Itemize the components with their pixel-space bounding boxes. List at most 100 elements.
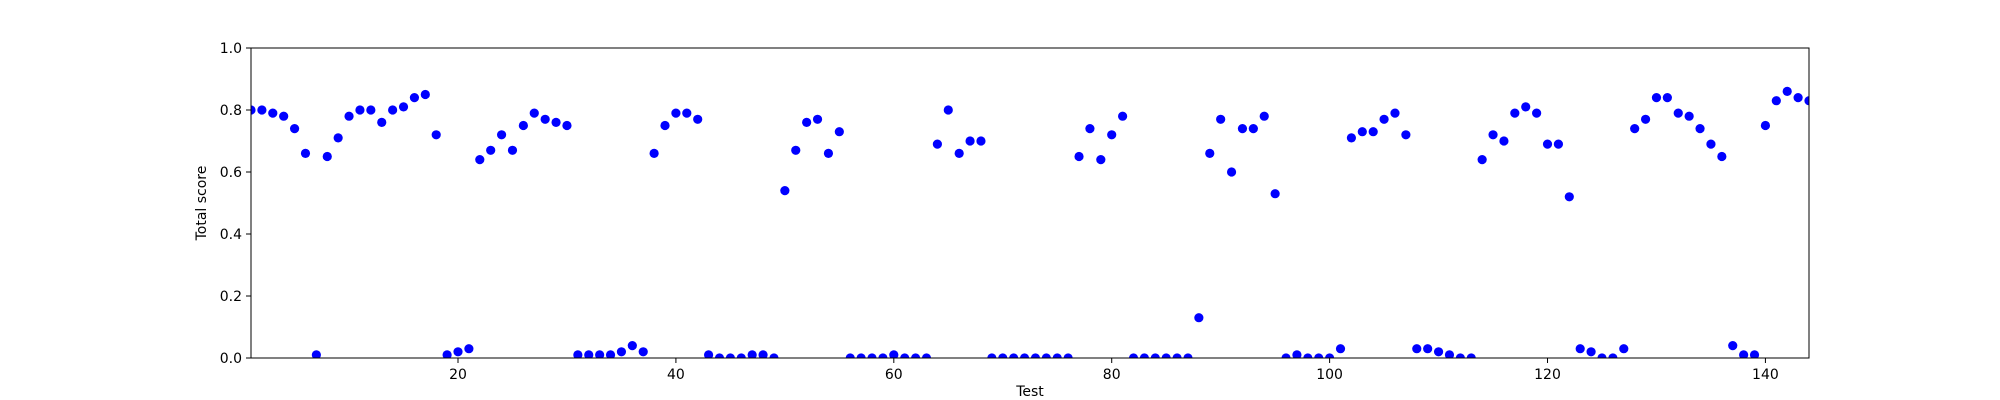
data-point [1030, 353, 1041, 358]
data-point [1717, 151, 1727, 162]
data-point [856, 353, 866, 358]
data-point [911, 353, 921, 358]
data-point [1521, 102, 1531, 112]
data-point [1226, 167, 1237, 177]
data-point [1466, 353, 1476, 358]
data-point [551, 117, 561, 127]
data-point [1488, 130, 1498, 140]
data-point [1401, 130, 1411, 140]
data-point [714, 353, 725, 358]
data-point [1455, 353, 1465, 358]
data-point [660, 120, 670, 131]
data-point [1695, 124, 1705, 134]
data-point [475, 155, 485, 165]
data-point [1107, 130, 1117, 140]
data-point [1248, 124, 1258, 134]
data-point [1619, 344, 1629, 354]
data-point [1259, 111, 1269, 121]
data-point [1292, 350, 1302, 358]
data-point [322, 151, 332, 162]
data-point [311, 350, 321, 358]
data-point [1640, 114, 1651, 124]
data-point [1728, 341, 1738, 351]
data-point [1433, 347, 1444, 357]
data-point [1586, 347, 1596, 357]
data-point [769, 353, 779, 358]
data-point [507, 145, 518, 155]
data-point [1237, 124, 1248, 134]
data-point [878, 353, 888, 358]
data-point [736, 353, 746, 358]
data-point [1009, 353, 1019, 358]
data-point [1412, 344, 1422, 354]
data-point [932, 139, 942, 149]
data-point [1052, 353, 1062, 358]
data-point [1804, 96, 1809, 106]
x-axis-label: Test [1015, 384, 1044, 400]
data-point [1662, 93, 1672, 103]
data-point [616, 347, 627, 357]
data-point [791, 145, 801, 155]
axis-ticks: 20 40 60 80 100 120 140 0.0 0.2 0.4 0.6 0.8 1.0 [220, 41, 1779, 383]
data-point [758, 350, 768, 358]
data-point [1379, 114, 1389, 124]
y-tick-label: 1.0 [220, 41, 242, 57]
x-tick-label: 120 [1534, 367, 1561, 383]
data-point [366, 105, 376, 115]
data-point [812, 114, 823, 124]
y-tick-label: 0.2 [220, 289, 242, 305]
data-point [464, 344, 474, 354]
data-point [1564, 192, 1574, 202]
data-point [1183, 353, 1193, 358]
plot-frame [250, 47, 1810, 359]
data-point [976, 136, 986, 146]
data-point [1368, 127, 1378, 137]
data-point [987, 353, 997, 358]
data-point [671, 108, 681, 118]
data-point [1706, 139, 1716, 149]
data-point [1063, 353, 1073, 358]
data-point [1760, 120, 1771, 131]
data-point [1357, 127, 1367, 137]
data-point [1096, 155, 1106, 165]
data-point [965, 136, 975, 146]
data-point [1205, 148, 1215, 158]
x-tick-label: 140 [1752, 367, 1779, 383]
data-point [1085, 124, 1095, 134]
x-tick-label: 40 [667, 367, 685, 383]
data-point [1553, 139, 1564, 149]
x-tick-label: 20 [449, 367, 467, 383]
data-point [251, 105, 256, 115]
data-point [388, 105, 398, 115]
y-tick-label: 0.6 [220, 165, 242, 181]
data-point [1575, 344, 1585, 354]
x-tick-label: 60 [885, 367, 903, 383]
data-point [562, 120, 572, 131]
data-points [251, 86, 1809, 358]
data-point [1782, 86, 1792, 96]
data-point [518, 120, 528, 131]
data-point [595, 350, 605, 358]
data-point [300, 148, 311, 158]
data-point [1444, 350, 1455, 358]
data-point [1477, 155, 1487, 165]
data-point [1390, 108, 1400, 118]
data-point [540, 114, 550, 124]
data-point [486, 145, 496, 155]
data-point [954, 148, 964, 158]
data-point [780, 186, 790, 196]
data-point [377, 117, 387, 127]
data-point [943, 105, 953, 115]
data-point [1630, 124, 1640, 134]
data-point [823, 148, 834, 158]
data-point [1139, 353, 1149, 358]
data-point [1270, 189, 1280, 199]
data-point [1651, 93, 1662, 103]
data-point [1128, 353, 1139, 358]
data-point [1150, 353, 1160, 358]
data-point [1041, 353, 1051, 358]
data-point [703, 350, 714, 358]
data-point [1019, 353, 1030, 358]
data-point [900, 353, 910, 358]
